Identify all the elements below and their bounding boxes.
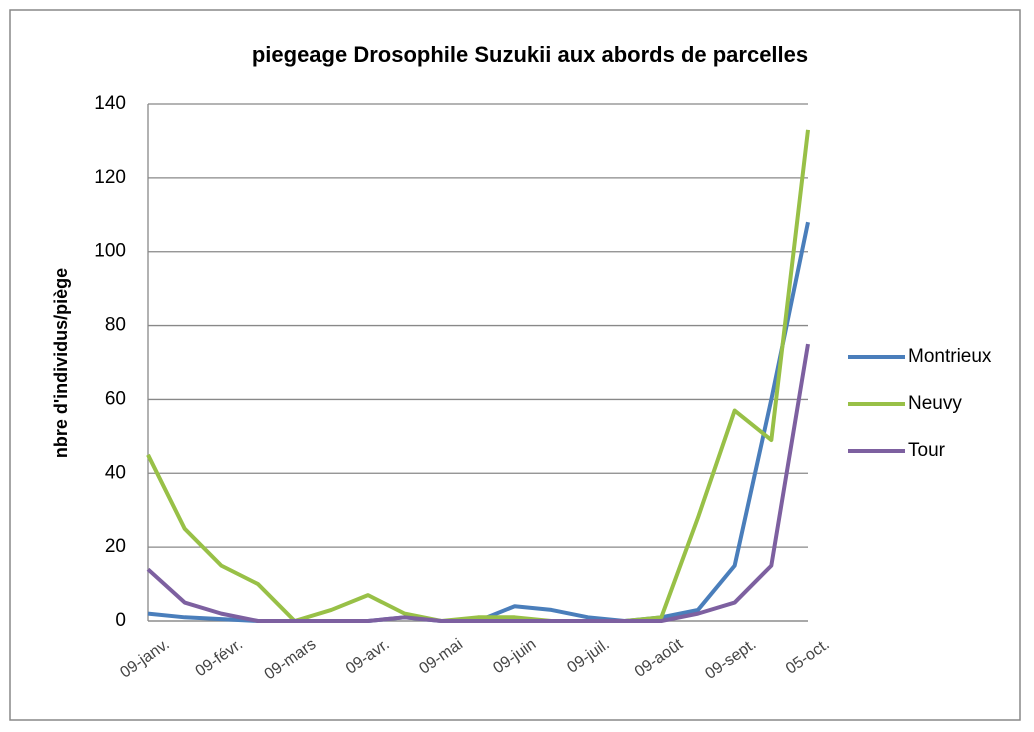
y-axis-label: nbre d'individus/piège xyxy=(51,268,71,458)
y-tick-label: 100 xyxy=(94,241,126,262)
chart-title: piegeage Drosophile Suzukii aux abords d… xyxy=(252,42,808,67)
y-tick-label: 60 xyxy=(105,388,126,409)
y-tick-label: 0 xyxy=(115,610,126,631)
y-tick-label: 120 xyxy=(94,167,126,188)
y-tick-label: 80 xyxy=(105,315,126,336)
data-line xyxy=(146,343,810,623)
legend-label: Neuvy xyxy=(908,393,962,414)
y-tick-label: 20 xyxy=(105,536,126,557)
y-tick-label: 140 xyxy=(94,93,126,114)
data-line xyxy=(146,129,810,623)
y-tick-label: 40 xyxy=(105,462,126,483)
legend-label: Montrieux xyxy=(908,346,992,367)
legend-label: Tour xyxy=(908,440,946,461)
chart-border xyxy=(9,9,1021,721)
